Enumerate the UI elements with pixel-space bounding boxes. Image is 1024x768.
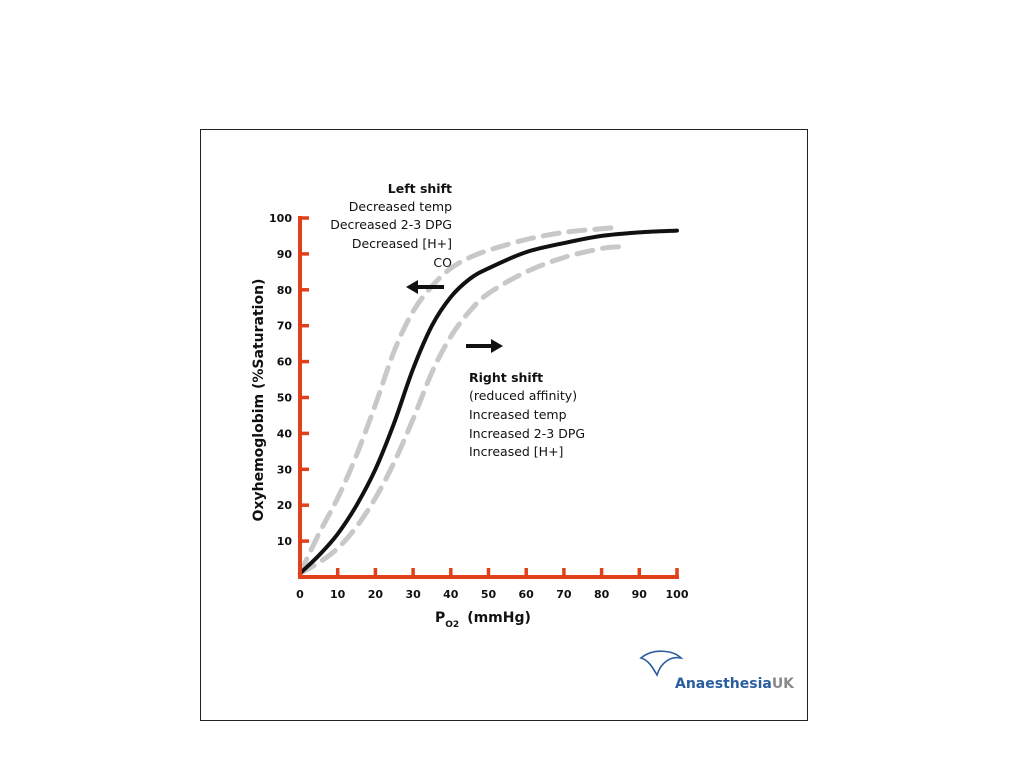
x-tick-label: 80 [594,588,610,601]
y-axis-title: Oxyhemoglobim (%Saturation) [251,279,267,522]
x-tick-label: 30 [405,588,421,601]
x-tick-label: 20 [368,588,384,601]
normal-curve-line [298,228,679,576]
x-axis-title: PO2 (mmHg) [435,610,531,630]
x-tick-label: 60 [519,588,535,601]
left-shift-title: Left shift [388,181,452,196]
right-shift-line-4: Increased [H+] [469,444,563,459]
left-shift-line-4: CO [433,255,452,270]
x-axis-title-unit: (mmHg) [467,610,531,626]
right-arrow-icon [466,339,503,353]
x-tick-label: 100 [666,588,689,601]
left-shift-annotation: Left shift Decreased temp Decreased 2-3 … [330,181,452,294]
logo-text-part2: UK [772,676,795,692]
y-tick-label: 30 [277,463,293,476]
x-axis-title-subscript: O2 [445,620,459,630]
left-shift-line-1: Decreased temp [349,199,452,214]
right-shift-curve [297,244,623,576]
oxyhemoglobin-dissociation-chart: 10 20 30 40 50 60 70 80 90 100 0 10 20 30 40 50 60 70 80 90… [251,181,795,692]
y-tick-label: 60 [277,356,293,369]
x-tick-label: 90 [632,588,648,601]
logo-swoosh-icon [639,650,684,677]
normal-curve [298,228,679,576]
y-tick-label: 90 [277,248,293,261]
y-tick-label: 50 [277,392,293,405]
x-tick-label: 40 [443,588,459,601]
right-shift-annotation: Right shift (reduced affinity) Increased… [466,339,585,459]
logo-text: AnaesthesiaUK [675,676,795,692]
left-shift-line-3: Decreased [H+] [352,236,452,251]
right-shift-title: Right shift [469,370,543,385]
y-tick-label: 100 [269,212,292,225]
y-tick-label: 70 [277,320,293,333]
logo-text-part1: Anaesthesia [675,676,772,692]
anaesthesia-uk-logo: AnaesthesiaUK [639,650,795,692]
y-tick-label: 80 [277,284,293,297]
left-shift-line-2: Decreased 2-3 DPG [330,217,452,232]
x-tick-label: 10 [330,588,346,601]
y-tick-label: 40 [277,427,293,440]
y-tick-label: 10 [277,535,293,548]
right-shift-line-2: Increased temp [469,407,567,422]
right-shift-line-1: (reduced affinity) [469,388,577,403]
x-tick-label: 50 [481,588,497,601]
tick-marks: 10 20 30 40 50 60 70 80 90 100 0 10 20 30 40 50 60 70 80 90… [269,212,689,601]
x-tick-label: 0 [296,588,304,601]
x-tick-label: 70 [556,588,572,601]
left-arrow-icon [406,280,444,294]
right-shift-line-3: Increased 2-3 DPG [469,426,585,441]
chart-frame: 10 20 30 40 50 60 70 80 90 100 0 10 20 30 40 50 60 70 80 90… [200,129,808,721]
y-tick-label: 20 [277,499,293,512]
x-axis-title-main: P [435,610,445,626]
